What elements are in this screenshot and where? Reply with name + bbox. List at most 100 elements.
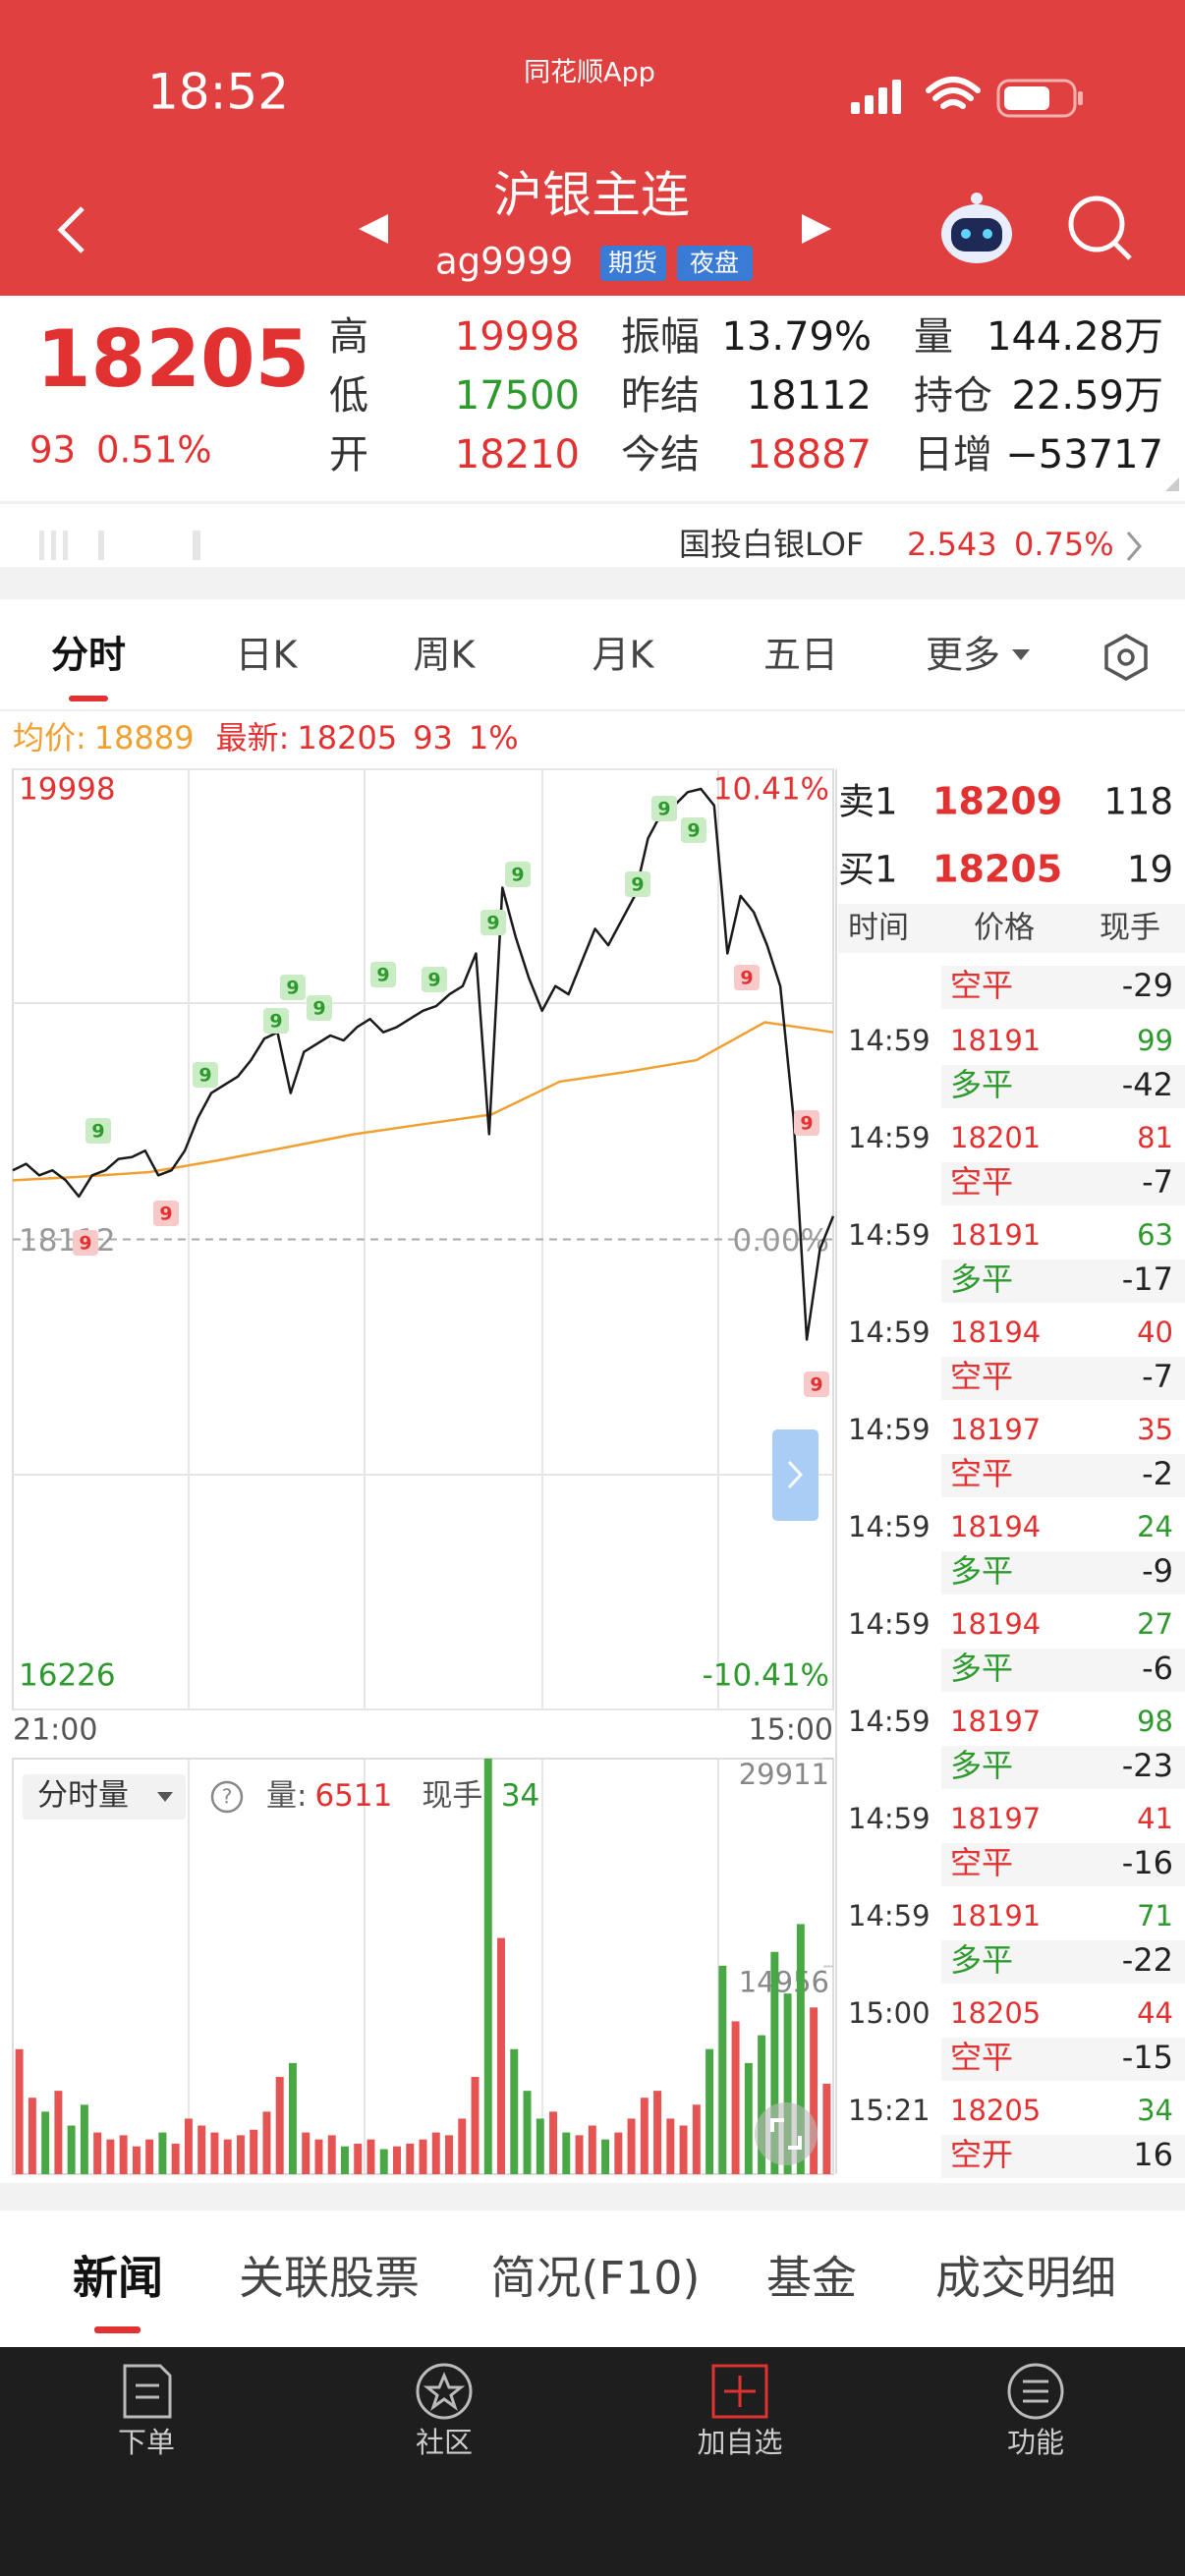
volume-bar — [679, 2125, 688, 2174]
volume-bar — [171, 2143, 180, 2174]
trade-kind: 空平 — [950, 1844, 1013, 1881]
search-icon[interactable] — [1068, 196, 1125, 252]
buy-price: 18205 — [932, 848, 1062, 891]
pct-label: 0.00% — [733, 1223, 829, 1259]
signal-label: 9 — [687, 820, 700, 842]
nav-label[interactable]: 功能 — [1007, 2426, 1064, 2459]
prev-button[interactable] — [359, 214, 388, 244]
robot-icon[interactable] — [941, 193, 1012, 263]
tab[interactable]: 分时 — [51, 634, 126, 677]
change-pct: 0.51% — [96, 429, 212, 472]
volume-bar — [132, 2146, 141, 2174]
bottom-tab-underline — [94, 2326, 141, 2333]
kind-row-bg — [941, 1260, 1185, 1303]
nav-bg — [0, 2347, 1185, 2576]
tab[interactable]: 更多 — [926, 634, 1000, 677]
related-price: 2.543 — [907, 526, 997, 563]
trade-change: -29 — [1122, 967, 1173, 1004]
volume-bar — [379, 2149, 388, 2174]
battery-tip — [1078, 91, 1083, 105]
sell-price: 18209 — [932, 780, 1062, 823]
bottom-tab[interactable]: 基金 — [766, 2252, 857, 2305]
tab[interactable]: 日K — [236, 634, 299, 677]
volume-bar — [588, 2125, 596, 2174]
tab[interactable]: 五日 — [763, 634, 838, 677]
volume-bar — [15, 2048, 24, 2174]
volume-bar — [497, 1937, 505, 2174]
book-header: 价格 — [974, 911, 1035, 946]
volume-bar — [67, 2125, 76, 2174]
signal-badge — [681, 817, 706, 843]
more-arrow — [1012, 649, 1030, 660]
trade-price: 18197 — [950, 1413, 1041, 1446]
bottom-tab[interactable]: 成交明细 — [935, 2252, 1116, 2305]
tag-bg — [677, 246, 753, 281]
related-name[interactable]: 国投白银LOF — [679, 526, 864, 563]
trade-time: 14:59 — [848, 1607, 931, 1641]
buy-label: 买1 — [838, 849, 898, 891]
avg-value: 18889 — [94, 719, 195, 756]
volume-selector[interactable] — [23, 1774, 186, 1820]
trade-change: -15 — [1122, 2039, 1173, 2076]
volume-bar — [705, 2048, 714, 2174]
volume-bar — [184, 2118, 193, 2174]
back-button[interactable] — [57, 206, 85, 253]
signal-label: 9 — [657, 799, 670, 820]
signal-label: 9 — [286, 978, 299, 999]
tab[interactable]: 月K — [592, 634, 655, 677]
signal-label: 9 — [800, 1113, 813, 1135]
trade-kind: 多平 — [950, 1260, 1013, 1298]
trade-volume: 27 — [1137, 1607, 1173, 1641]
signal-badge — [480, 910, 506, 935]
last-price: 18205 — [36, 313, 310, 405]
nav-label[interactable]: 社区 — [416, 2426, 473, 2459]
stat-value: 18887 — [747, 432, 872, 477]
battery-icon — [996, 79, 1077, 118]
kind-row-bg — [941, 966, 1185, 1009]
volume-bar — [445, 2135, 453, 2174]
bottom-tab[interactable]: 关联股票 — [239, 2252, 420, 2305]
volume-bar — [758, 2035, 766, 2174]
chevron — [1126, 532, 1142, 561]
settings-icon[interactable] — [1104, 634, 1148, 681]
avg-label: 均价: — [13, 719, 86, 756]
blurred-ticker — [39, 531, 200, 560]
book-header: 时间 — [848, 911, 909, 946]
help-icon[interactable] — [210, 1780, 244, 1814]
fullscreen-button[interactable] — [755, 2102, 818, 2165]
stat-label: 日增 — [914, 432, 992, 477]
bottom-tabs: 新闻 关联股票 简况(F10) 基金 成交明细 — [73, 2252, 1116, 2305]
trade-price: 18197 — [950, 1705, 1041, 1738]
volume-bar — [471, 2077, 480, 2174]
trade-change: -2 — [1142, 1455, 1173, 1492]
price-line — [12, 787, 835, 1341]
next-button[interactable] — [802, 214, 831, 244]
nav-label[interactable]: 加自选 — [697, 2426, 782, 2459]
volume-bar — [119, 2135, 128, 2174]
signal-badge — [422, 967, 447, 992]
nav-label[interactable]: 下单 — [118, 2426, 175, 2459]
stat-label: 量 — [914, 314, 953, 360]
volume-bar — [783, 1993, 792, 2174]
tab[interactable]: 周K — [414, 634, 477, 677]
bottom-tab[interactable]: 简况(F10) — [491, 2252, 701, 2305]
trade-time: 14:59 — [848, 1802, 931, 1835]
volume-tick-label: 29911 — [739, 1758, 829, 1791]
bottom-tab[interactable]: 新闻 — [73, 2252, 163, 2305]
trade-time: 14:59 — [848, 1899, 931, 1932]
trade-volume: 34 — [1137, 2094, 1173, 2127]
volume-bar — [198, 2125, 206, 2174]
signal-icon — [851, 80, 901, 114]
trade-price: 18205 — [950, 1996, 1041, 2030]
volume-bar — [627, 2118, 636, 2174]
side-panel-toggle[interactable] — [772, 1429, 818, 1521]
buy-vol: 19 — [1127, 849, 1173, 891]
code: ag9999 — [435, 241, 573, 283]
trade-volume: 35 — [1137, 1413, 1173, 1446]
volume-bar — [562, 2132, 571, 2174]
volume-bar — [288, 2062, 297, 2174]
trade-kind: 空平 — [950, 1163, 1013, 1201]
volume-bar — [810, 2007, 818, 2174]
volume-bar — [666, 2118, 675, 2174]
stat-value: 22.59万 — [1011, 373, 1163, 419]
